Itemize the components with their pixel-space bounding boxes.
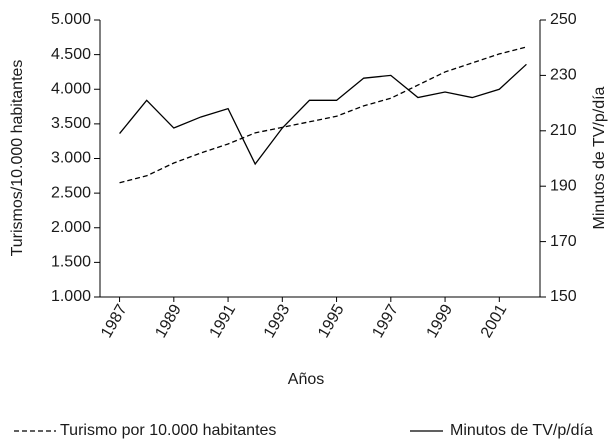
x-axis-label: Años xyxy=(288,371,324,388)
y2-axis-label: Minutos de TV/p/día xyxy=(591,86,608,229)
y-tick-label: 4.000 xyxy=(51,80,91,97)
y-tick-label: 2.500 xyxy=(51,184,91,201)
y-tick-label: 4.500 xyxy=(51,46,91,63)
y2-tick-label: 190 xyxy=(550,177,577,194)
y2-tick-label: 250 xyxy=(550,11,577,28)
x-tick-label: 1999 xyxy=(424,302,457,341)
y-tick-label: 2.000 xyxy=(51,219,91,236)
data-line xyxy=(119,63,527,166)
x-tick-label: 1995 xyxy=(315,302,348,341)
y-tick-label: 3.000 xyxy=(51,150,91,167)
y2-tick-label: 170 xyxy=(550,233,577,250)
x-tick-label: 1997 xyxy=(369,302,402,341)
x-tick-label: 1989 xyxy=(152,302,185,341)
y2-tick-label: 230 xyxy=(550,67,577,84)
y2-tick-label: 210 xyxy=(550,122,577,139)
legend-label: Turismo por 10.000 habitantes xyxy=(60,422,276,439)
x-tick-label: 1991 xyxy=(207,302,240,341)
x-tick-label: 1993 xyxy=(261,302,294,341)
y-axis-label: Turismos/10.000 habitantes xyxy=(9,60,26,257)
legend-label: Minutos de TV/p/día xyxy=(450,422,593,439)
y-tick-label: 3.500 xyxy=(51,115,91,132)
y-tick-label: 1.000 xyxy=(51,288,91,305)
x-tick-label: 1987 xyxy=(98,302,131,341)
y-tick-label: 1.500 xyxy=(51,254,91,271)
data-line xyxy=(119,46,527,184)
y-tick-label: 5.000 xyxy=(51,11,91,28)
x-tick-label: 2001 xyxy=(478,302,511,341)
y2-tick-label: 150 xyxy=(550,288,577,305)
